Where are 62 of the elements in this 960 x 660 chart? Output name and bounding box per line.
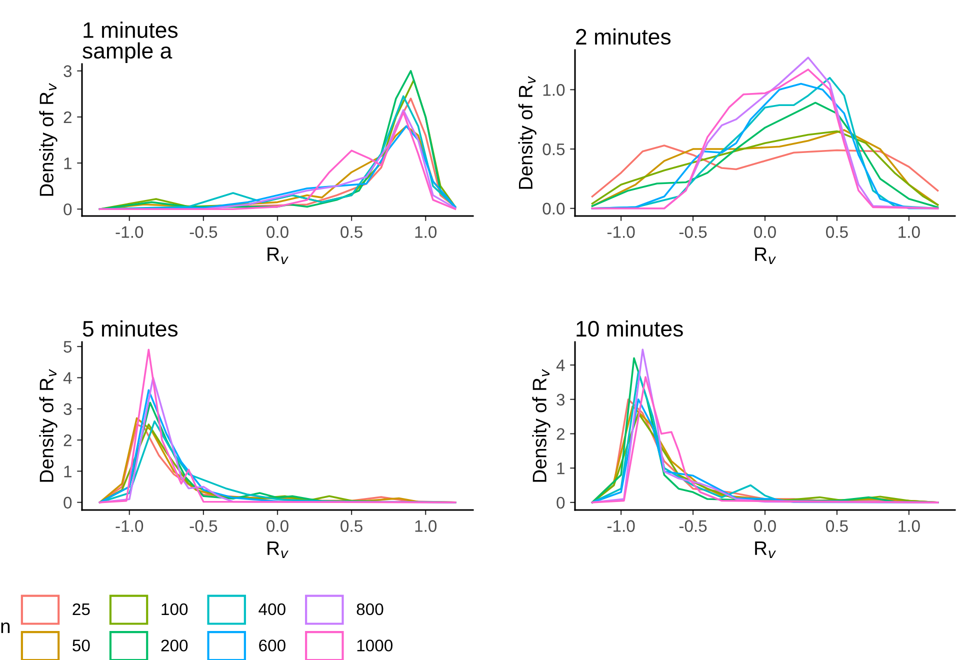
y-tick-label: 3 [64, 403, 72, 416]
y-axis-title: Density of R$_{v}$ [39, 83, 58, 196]
y-tick-label: 0 [556, 496, 565, 509]
x-tick-label: 0.5 [826, 226, 848, 238]
y-tick-label: 0 [64, 203, 72, 216]
y-tick-label: 1 [64, 466, 72, 478]
x-tick-label: 0.5 [826, 520, 848, 532]
y-tick-label: 3 [556, 394, 565, 406]
legend-label: 800 [356, 603, 384, 616]
y-tick-label: 2 [556, 428, 564, 440]
y-axis-title: Density of R$_{v}$ [518, 76, 536, 189]
line-series [591, 144, 939, 198]
legend-label: 1000 [357, 640, 392, 652]
y-tick-label: 4 [63, 372, 72, 384]
x-tick-label: 0.5 [340, 520, 362, 532]
line-series [98, 348, 456, 504]
line-series [591, 102, 939, 208]
x-tick-label: 1.0 [898, 520, 920, 532]
x-tick-label: 1.0 [415, 226, 437, 238]
x-tick-label: 0.5 [340, 226, 362, 238]
x-axis-title: R$_{v}$ [755, 247, 776, 264]
x-tick-label: 0.0 [266, 520, 288, 532]
x-tick-label: 0.0 [266, 226, 288, 238]
x-tick-label: -1.0 [116, 520, 144, 532]
legend-label: 25 [72, 603, 90, 616]
y-tick-label: 4 [556, 360, 565, 372]
x-axis-title: R$_{v}$ [268, 541, 288, 558]
legend-title: n [1, 622, 10, 633]
y-tick-label: 1.0 [543, 84, 565, 96]
y-tick-label: 1 [557, 462, 564, 474]
x-tick-label: -0.5 [679, 226, 707, 238]
y-tick-label: 3 [64, 65, 72, 78]
legend-label: 600 [259, 640, 286, 652]
y-axis-title: Density of R$_{v}$ [39, 369, 58, 482]
chart-title: 5 minutes [82, 320, 178, 337]
y-tick-label: 2 [64, 111, 72, 124]
x-tick-label: -1.0 [607, 226, 635, 238]
legend-label: 50 [72, 640, 90, 652]
x-tick-label: -1.0 [116, 226, 144, 238]
y-tick-label: 2 [64, 434, 72, 446]
chart-title: 2 minutes [576, 28, 671, 45]
y-tick-label: 0.5 [542, 143, 565, 156]
legend-label: 400 [258, 603, 286, 616]
x-tick-label: 0.0 [754, 226, 776, 238]
chart-title: 10 minutes [576, 320, 683, 337]
y-tick-label: 5 [64, 341, 72, 353]
legend-label: 200 [161, 640, 188, 652]
x-tick-label: -0.5 [679, 520, 707, 532]
y-tick-label: 0.0 [542, 202, 565, 215]
x-tick-label: -1.0 [607, 520, 635, 532]
x-tick-label: 1.0 [898, 226, 920, 238]
legend-label: 100 [162, 603, 188, 616]
chart-title: 1 minutes sample a [82, 22, 178, 64]
x-axis-title: R$_{v}$ [755, 541, 776, 558]
y-tick-label: 1 [64, 158, 72, 170]
y-axis-title: Density of R$_{v}$ [532, 369, 550, 482]
x-tick-label: -0.5 [190, 520, 218, 532]
x-tick-label: 0.0 [754, 520, 776, 532]
y-tick-label: 0 [64, 496, 72, 509]
x-tick-label: 1.0 [415, 520, 437, 532]
x-tick-label: -0.5 [190, 226, 218, 238]
x-axis-title: R$_{v}$ [268, 247, 288, 264]
